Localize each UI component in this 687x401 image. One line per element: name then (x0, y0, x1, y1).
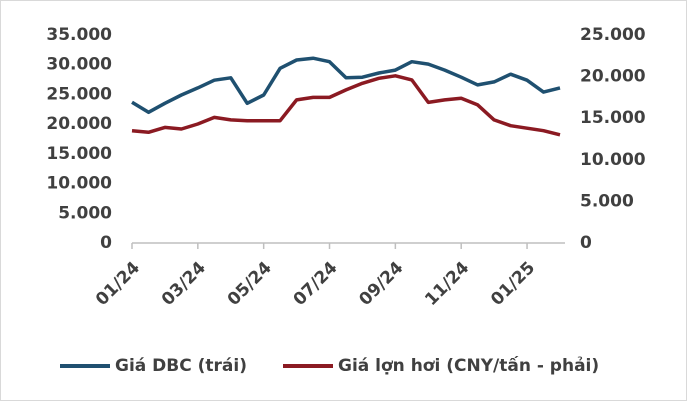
y-tick-label: 5.000 (58, 203, 112, 223)
legend-label: Giá lợn hơi (CNY/tấn - phải) (338, 355, 599, 376)
y-tick-label: 20.000 (46, 114, 112, 134)
y-tick-label: 15.000 (46, 144, 112, 164)
y2-tick-label: 5.000 (580, 191, 634, 211)
y-tick-label: 10.000 (46, 174, 112, 194)
y-tick-label: 30.000 (46, 55, 112, 75)
legend-label: Giá DBC (trái) (115, 356, 247, 376)
series-line (131, 74, 561, 137)
y2-tick-label: 0 (580, 233, 592, 253)
series-line (131, 56, 561, 115)
y2-tick-label: 25.000 (580, 25, 646, 45)
y-tick-label: 35.000 (46, 25, 112, 45)
y2-tick-label: 10.000 (580, 150, 646, 170)
y-tick-label: 0 (100, 233, 112, 253)
y2-tick-label: 15.000 (580, 108, 646, 128)
y2-tick-label: 20.000 (580, 67, 646, 87)
y-tick-label: 25.000 (46, 84, 112, 104)
